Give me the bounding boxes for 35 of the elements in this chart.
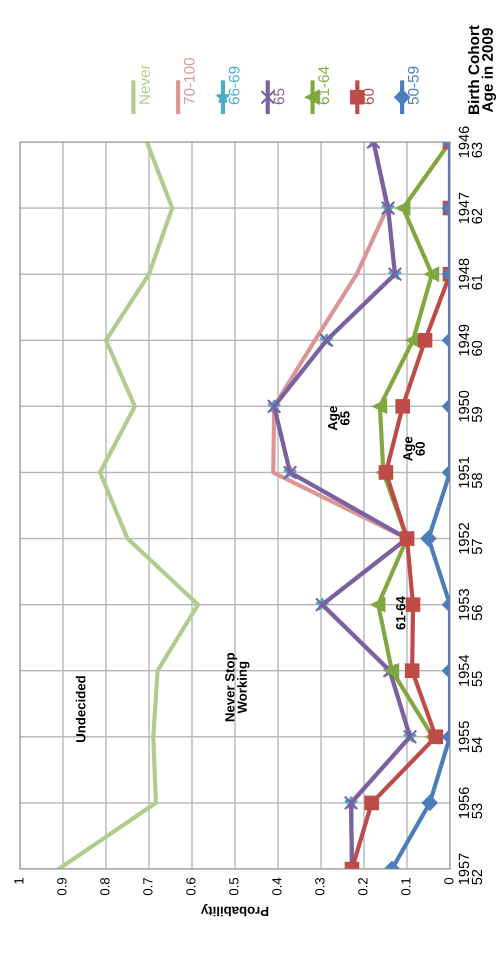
annotation: 61-64	[396, 596, 406, 630]
text: Never	[139, 64, 150, 104]
y-tick-label: 1953 56	[458, 589, 482, 620]
y-axis-title: Birth Cohort Age in 2009	[468, 25, 496, 114]
x-tick-label: 0.2	[358, 878, 368, 896]
x-tick-label: 0.8	[100, 878, 110, 896]
y-tick-label: 1951 58	[458, 456, 482, 488]
annotation: Age 60	[403, 436, 425, 461]
legend-label: 65	[273, 88, 284, 104]
y-tick-label: 1950 59	[458, 390, 482, 422]
y-tick-label: 1954 55	[458, 654, 482, 686]
x-tick-label: 1	[14, 878, 24, 884]
x-tick-label: 0.6	[186, 878, 196, 896]
annotation: Never Stop Working	[225, 652, 250, 722]
y-tick-label: 1947 62	[458, 192, 482, 224]
y-tick-label: 1955 54	[458, 721, 482, 752]
x-axis-title: Probability	[200, 904, 268, 916]
annotation: Age 65	[328, 406, 350, 430]
y-tick-label: 1952 57	[458, 523, 482, 554]
text: 70-100	[184, 58, 195, 104]
y-tick-label: 1957 52	[458, 854, 482, 885]
x-tick-label: 0.3	[315, 878, 325, 896]
y-tick-label: 1948 61	[458, 258, 482, 290]
y-tick-label: 1949 60	[458, 324, 482, 356]
x-tick-label: 0.1	[401, 878, 411, 896]
x-tick-label: 0.5	[229, 878, 239, 896]
x-tick-label: 0	[444, 878, 454, 884]
x-tick-label: 0.7	[143, 878, 153, 896]
x-tick-label: 0.9	[57, 878, 67, 896]
text: 50-59	[408, 66, 419, 104]
x-tick-label: 0.4	[272, 878, 282, 896]
text: 66-69	[228, 66, 240, 104]
y-tick-label: 1946 63	[458, 126, 482, 158]
annotation: Undecided	[76, 676, 86, 742]
y-tick-label: 1956 53	[458, 787, 482, 819]
